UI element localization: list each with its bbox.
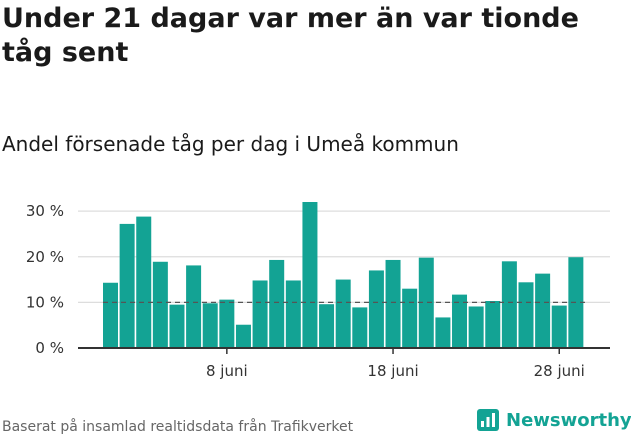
brand-name: Newsworthy — [506, 409, 631, 431]
chart-subtitle: Andel försenade tåg per dag i Umeå kommu… — [2, 132, 459, 156]
newsworthy-logo-icon — [477, 409, 499, 431]
bar — [518, 282, 534, 348]
bar — [501, 261, 517, 348]
bar — [302, 202, 318, 348]
bar — [152, 261, 168, 348]
x-tick-label: 28 juni — [534, 362, 585, 380]
y-tick-label: 20 % — [26, 248, 64, 266]
bar — [368, 270, 384, 348]
bar — [186, 265, 202, 348]
y-tick-label: 10 % — [26, 293, 64, 311]
bar — [235, 324, 251, 348]
bar — [418, 257, 434, 348]
chart-title: Under 21 dagar var mer än var tionde tåg… — [2, 3, 579, 68]
bar — [485, 301, 501, 348]
bar — [219, 299, 235, 348]
bar-chart: 0 % 10 % 20 % 30 % 8 juni 18 juni 28 juni — [26, 202, 610, 380]
bar — [452, 294, 468, 348]
x-tick-label: 18 juni — [367, 362, 418, 380]
bar — [269, 259, 285, 348]
bar — [285, 280, 301, 348]
bar — [551, 305, 567, 348]
bar — [103, 282, 118, 348]
bar — [435, 317, 451, 348]
bar — [352, 307, 368, 348]
bar — [252, 280, 268, 348]
source-note: Baserat på insamlad realtidsdata från Tr… — [2, 419, 354, 435]
y-tick-label: 0 % — [35, 339, 64, 357]
bar — [402, 288, 418, 348]
y-tick-label: 30 % — [26, 202, 64, 220]
bar — [319, 304, 335, 348]
bar — [385, 259, 401, 348]
bar — [468, 306, 484, 348]
bar — [169, 304, 185, 348]
x-tick-label: 8 juni — [206, 362, 248, 380]
bar — [119, 223, 135, 348]
brand-logo: Newsworthy — [476, 408, 631, 432]
bar — [202, 303, 218, 348]
bar — [335, 279, 351, 348]
bar — [535, 273, 551, 348]
bar — [136, 216, 152, 348]
